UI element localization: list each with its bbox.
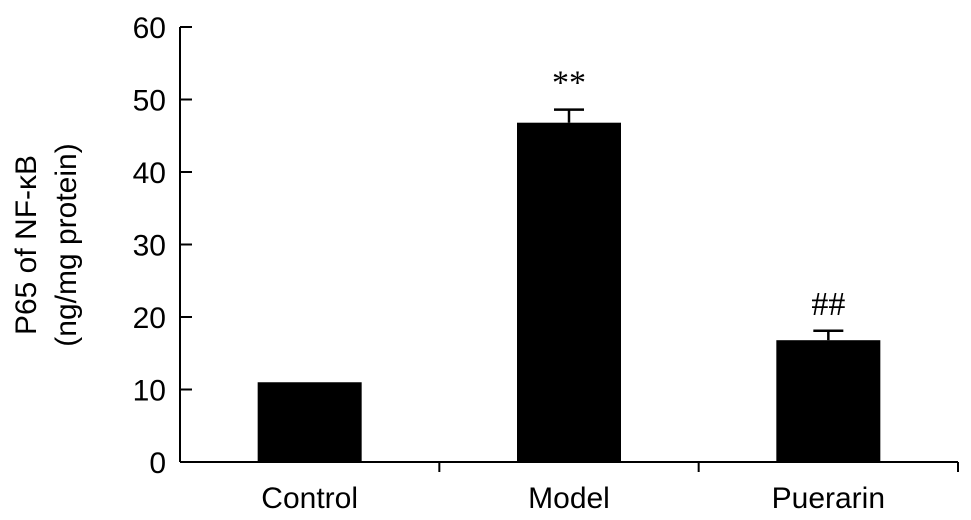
significance-label-model: **	[552, 65, 586, 102]
x-category-label-puerarin: Puerarin	[772, 482, 885, 515]
y-axis-label-line-1: P65 of NF-κB	[10, 155, 43, 335]
bar-puerarin	[776, 340, 881, 462]
y-tick-label: 60	[133, 12, 166, 45]
significance-label-puerarin: ##	[811, 286, 845, 323]
x-category-label-model: Model	[528, 482, 610, 515]
bar-control	[257, 382, 362, 462]
y-tick-label: 20	[133, 302, 166, 335]
y-tick-label: 10	[133, 375, 166, 408]
y-tick-label: 40	[133, 157, 166, 190]
y-tick-label: 50	[133, 85, 166, 118]
y-tick-label: 30	[133, 230, 166, 263]
y-axis-label: P65 of NF-κB (ng/mg protein)	[10, 143, 83, 346]
labels: Control ** Model ## Puerarin	[261, 65, 885, 515]
y-axis-label-line-2: (ng/mg protein)	[50, 143, 83, 346]
bars	[257, 108, 881, 462]
y-tick-label: 0	[149, 447, 166, 480]
x-category-label-control: Control	[261, 482, 358, 515]
bar-model	[517, 122, 621, 462]
